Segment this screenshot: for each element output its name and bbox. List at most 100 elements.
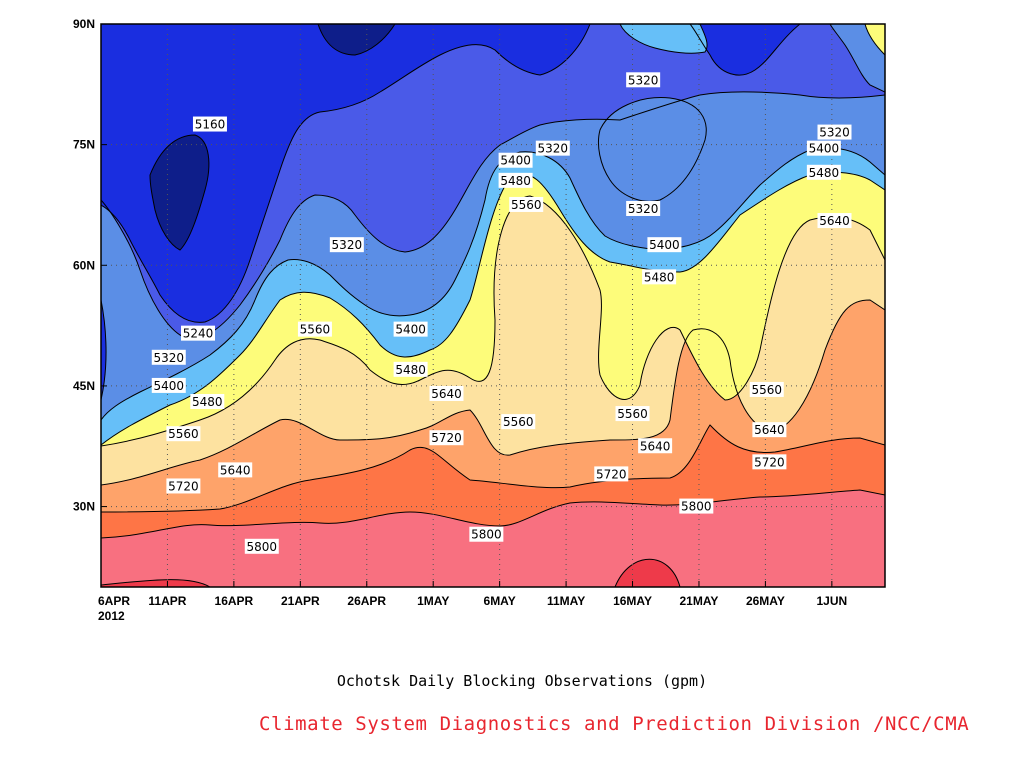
contour-label: 5560: [297, 321, 332, 337]
contour-label-text: 5560: [503, 415, 534, 429]
contour-label: 5560: [615, 406, 650, 422]
contour-label-box: [594, 466, 629, 482]
contour-label-text: 5640: [640, 439, 671, 453]
contour-label: 5320: [535, 140, 570, 156]
chart-caption: Ochotsk Daily Blocking Observations (gpm…: [336, 672, 708, 690]
contour-label: 5480: [190, 394, 225, 410]
contour-label: 5400: [806, 140, 841, 156]
contour-label: 5560: [749, 381, 784, 397]
contour-label-text: 5720: [431, 431, 462, 445]
contour-label: 5320: [151, 349, 186, 365]
x-axis-year-label: 2012: [98, 609, 125, 623]
contour-label-box: [749, 381, 784, 397]
gridlines: [101, 24, 885, 587]
contour-label: 5480: [642, 269, 677, 285]
contour-label: 5400: [647, 237, 682, 253]
contour-label-text: 5320: [538, 142, 569, 156]
x-axis: 6APR 11APR 16APR 21APR 26APR 1MAY 6MAY 11MAY 16M…: [98, 581, 847, 608]
contour-label-box: [151, 377, 186, 393]
contour-label-text: 5560: [168, 427, 199, 441]
credit-line: Climate System Diagnostics and Predictio…: [259, 713, 970, 735]
y-tick-label: 30N: [73, 500, 95, 514]
contour-label-box: [647, 237, 682, 253]
contour-label-box: [626, 200, 661, 216]
contour-label: 5800: [469, 526, 504, 542]
contour-label: 5720: [429, 430, 464, 446]
contour-bands: [101, 24, 885, 587]
contour-label-box: [638, 438, 673, 454]
x-tick-label: 6MAY: [484, 594, 516, 608]
band-5320-pocket: [598, 97, 707, 202]
contour-label: 5640: [638, 438, 673, 454]
contour-label-text: 5800: [247, 540, 278, 554]
contour-label-text: 5400: [500, 154, 531, 168]
band-5160: [101, 24, 800, 400]
contour-label-box: [817, 213, 852, 229]
contour-label: 5720: [752, 454, 787, 470]
contour-label-box: [817, 124, 852, 140]
contour-label-box: [166, 426, 201, 442]
contour-label: 5800: [679, 498, 714, 514]
contour-label-box: [151, 349, 186, 365]
x-tick-label: 16MAY: [613, 594, 652, 608]
x-tick-label: 21APR: [281, 594, 320, 608]
contour-label-text: 5640: [431, 387, 462, 401]
y-tick-label: 90N: [73, 17, 95, 31]
contour-label-text: 5400: [649, 238, 680, 252]
contour-label-text: 5560: [617, 407, 648, 421]
contour-label-text: 5160: [195, 118, 226, 132]
contour-label-text: 5320: [332, 238, 363, 252]
x-tick-label: 1MAY: [417, 594, 449, 608]
contour-label-text: 5400: [153, 379, 184, 393]
contour-label-box: [498, 152, 533, 168]
contour-label-box: [806, 140, 841, 156]
contour-label-text: 5320: [819, 126, 850, 140]
plot-frame: [100, 23, 886, 588]
contour-label: 5560: [509, 196, 544, 212]
contour-label-box: [297, 321, 332, 337]
contour-label-box: [166, 478, 201, 494]
contour-label: 5320: [817, 124, 852, 140]
contour-label-box: [615, 406, 650, 422]
contour-label: 5320: [329, 237, 364, 253]
contour-label-box: [806, 164, 841, 180]
band-5080-c: [865, 24, 885, 55]
contour-label-text: 5800: [471, 528, 502, 542]
band-5400-pocket: [620, 24, 708, 54]
contour-label-box: [679, 498, 714, 514]
contour-label-text: 5480: [395, 363, 426, 377]
contour-label-text: 5400: [809, 142, 840, 156]
contour-label-box: [429, 430, 464, 446]
contour-label: 5640: [218, 462, 253, 478]
contour-label: 5640: [429, 385, 464, 401]
y-tick-label: 75N: [73, 138, 95, 152]
x-tick-label: 11APR: [148, 594, 186, 608]
contour-label: 5640: [752, 422, 787, 438]
contour-label-text: 5320: [628, 73, 659, 87]
contour-label-box: [752, 422, 787, 438]
contour-label-box: [752, 454, 787, 470]
contour-label-box: [626, 72, 661, 88]
contour-label-box: [192, 116, 227, 132]
contour-label-text: 5640: [754, 423, 785, 437]
contour-label: 5720: [166, 478, 201, 494]
contour-label: 5480: [806, 164, 841, 180]
x-tick-label: 11MAY: [547, 594, 585, 608]
contour-label: 5320: [626, 72, 661, 88]
contour-label-text: 5480: [192, 395, 223, 409]
contour-label: 5560: [501, 414, 536, 430]
contour-label-box: [535, 140, 570, 156]
contour-label-text: 5720: [754, 455, 785, 469]
band-5080-b: [318, 24, 395, 55]
contour-labels: 5160 5240 5320 5400 5480 5560 5640 5720 5800 5560…: [151, 72, 852, 554]
x-tick-label: 6APR: [98, 594, 130, 608]
contour-label-box: [469, 526, 504, 542]
contour-label: 5160: [192, 116, 227, 132]
contour-label-text: 5320: [153, 351, 184, 365]
contour-label-box: [501, 414, 536, 430]
contour-label: 5240: [181, 325, 216, 341]
band-5080-a: [150, 135, 209, 250]
y-axis: 30N 45N 60N 75N 90N: [73, 17, 107, 514]
contour-label-box: [642, 269, 677, 285]
x-tick-label: 1JUN: [817, 594, 848, 608]
